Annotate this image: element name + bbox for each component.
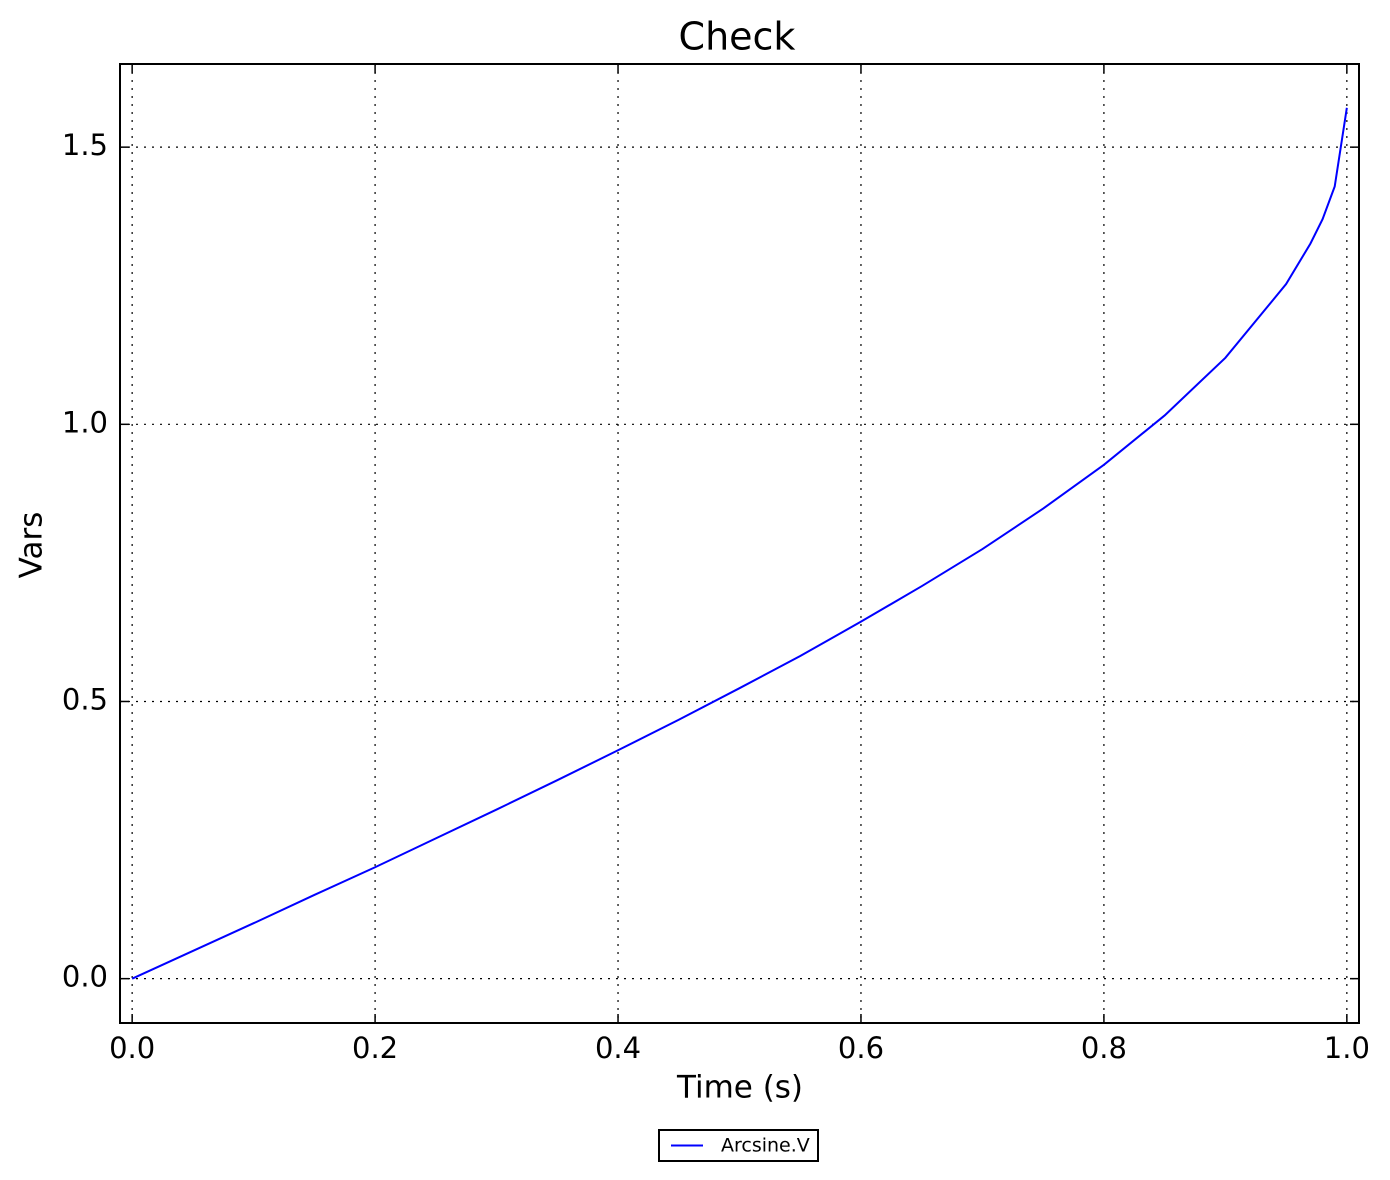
y-tick-label: 0.5	[62, 682, 108, 716]
y-axis-label: Vars	[14, 512, 50, 579]
x-tick-label: 0.2	[352, 1031, 398, 1065]
plot-frame	[119, 63, 1360, 1024]
y-tick-label: 1.5	[62, 128, 108, 162]
x-tick-label: 0.6	[838, 1031, 884, 1065]
x-tick-label: 0.4	[595, 1031, 641, 1065]
legend-label: Arcsine.V	[721, 1135, 810, 1157]
x-tick-label: 0.0	[109, 1031, 155, 1065]
chart-title: Check	[679, 15, 796, 59]
x-tick-label: 0.8	[1081, 1031, 1127, 1065]
x-tick-label: 1.0	[1324, 1031, 1370, 1065]
x-axis-label: Time (s)	[676, 1070, 803, 1106]
y-tick-label: 1.0	[62, 405, 108, 439]
y-tick-label: 0.0	[62, 960, 108, 994]
data-line	[131, 107, 1348, 980]
